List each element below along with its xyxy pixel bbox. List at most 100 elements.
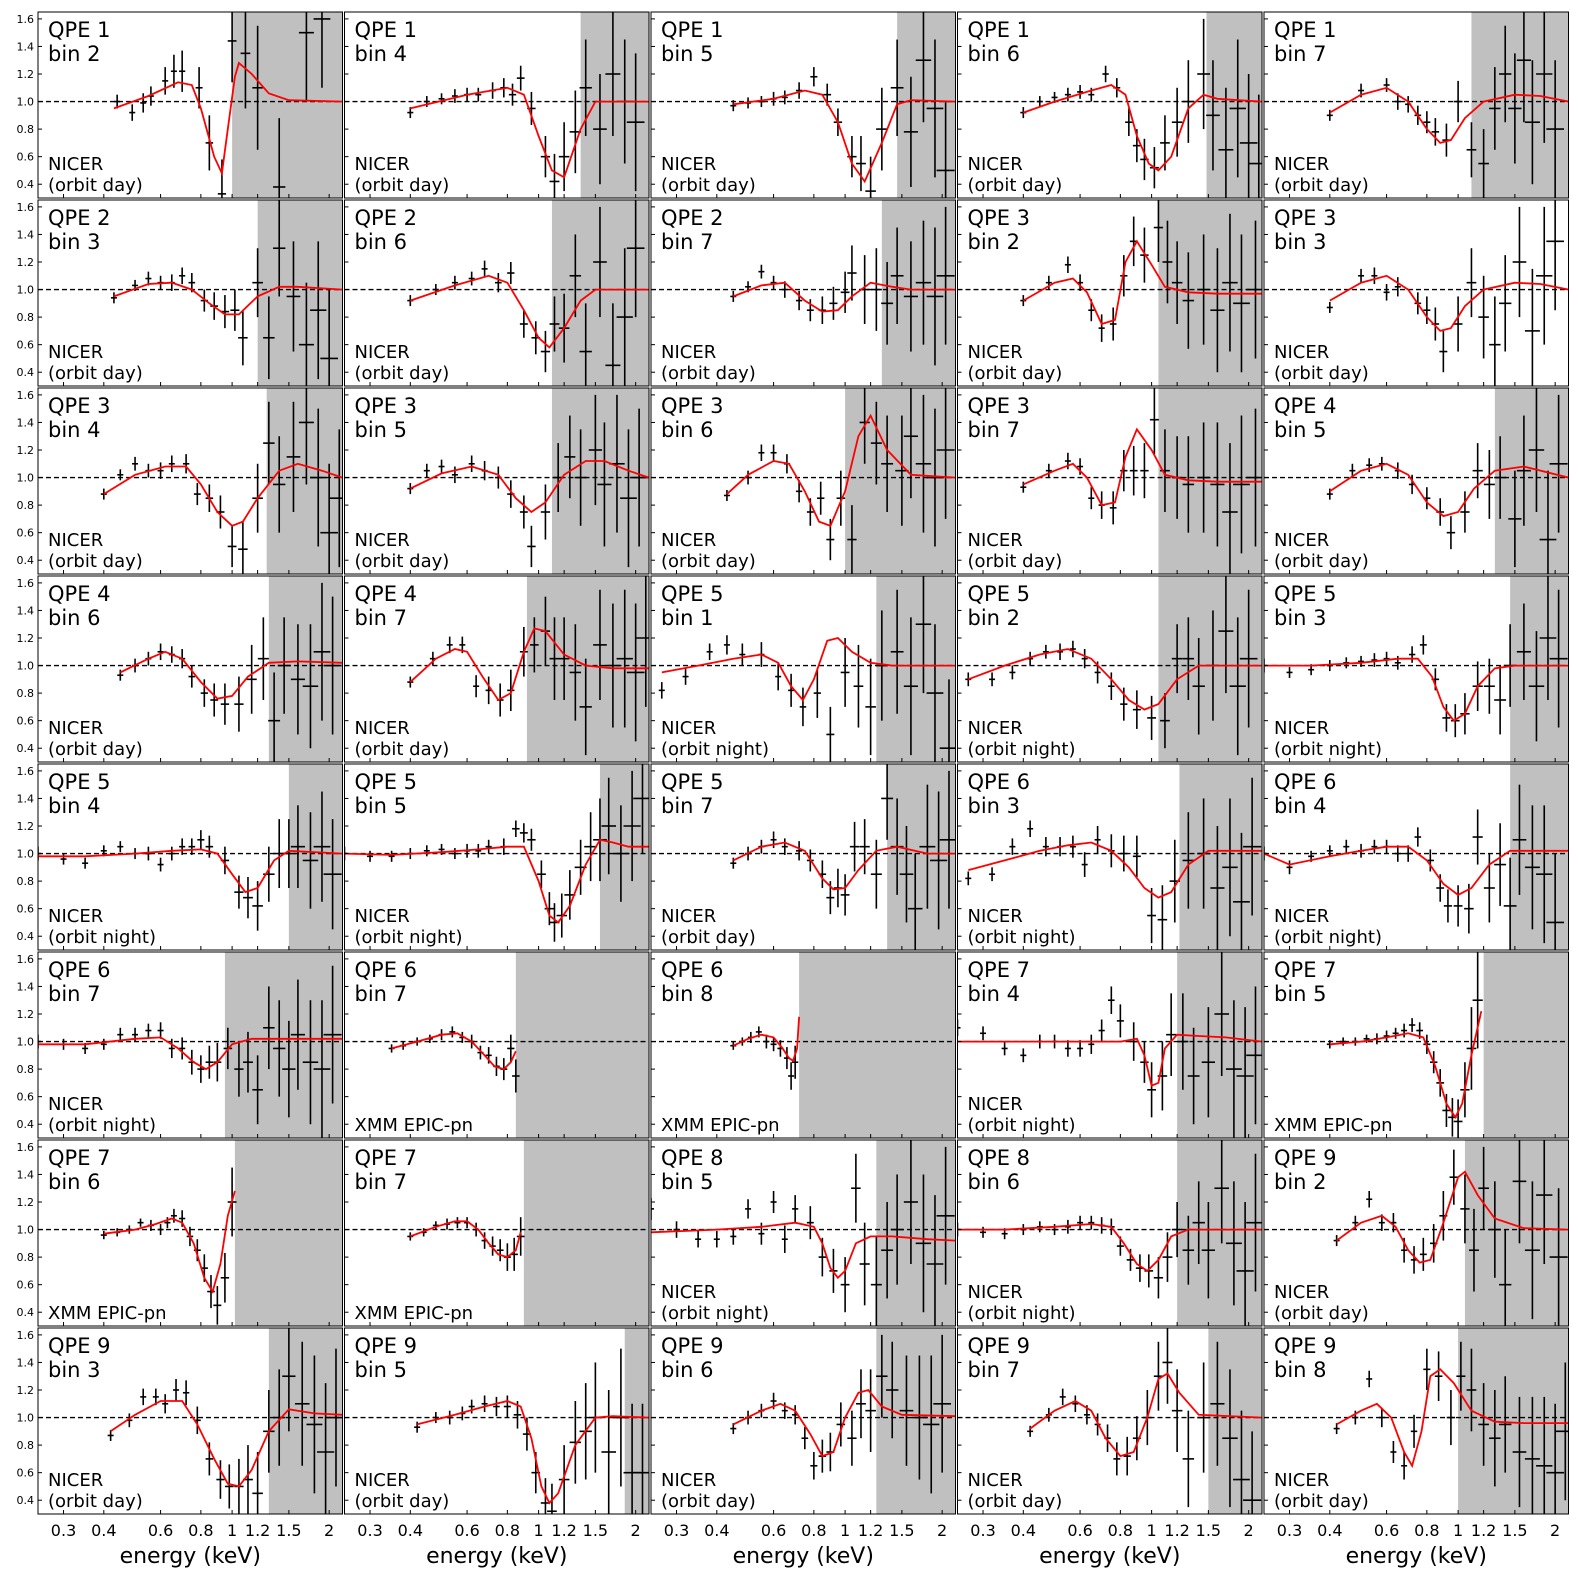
panel-title: QPE 3 bbox=[1274, 206, 1337, 230]
data-point bbox=[1446, 516, 1456, 550]
data-point bbox=[451, 848, 458, 860]
data-point bbox=[1129, 445, 1138, 496]
x-tick-label: 1.5 bbox=[889, 1521, 914, 1540]
data-point bbox=[1503, 857, 1517, 950]
data-point bbox=[1132, 835, 1141, 877]
data-point bbox=[745, 1199, 752, 1219]
x-tick-label: 0.8 bbox=[801, 1521, 826, 1540]
data-point bbox=[1408, 646, 1416, 663]
data-point bbox=[1472, 443, 1483, 499]
panel-frame bbox=[957, 1139, 1263, 1327]
data-point bbox=[558, 617, 570, 700]
panel-title: QPE 1 bbox=[48, 18, 111, 42]
y-tick-label: 0.8 bbox=[17, 687, 35, 700]
data-point bbox=[933, 1334, 951, 1473]
y-tick-label: 0.6 bbox=[17, 903, 35, 916]
data-point bbox=[129, 104, 136, 121]
panel-bin-label: bin 4 bbox=[355, 42, 408, 66]
data-point bbox=[1059, 1388, 1066, 1406]
data-point bbox=[856, 1369, 866, 1439]
data-point bbox=[890, 589, 904, 714]
panel-bin-label: bin 6 bbox=[355, 230, 408, 254]
y-tick-label: 1.6 bbox=[17, 577, 35, 590]
data-point bbox=[569, 1401, 582, 1484]
panel-frame bbox=[650, 1139, 956, 1327]
shaded-region bbox=[1177, 952, 1262, 1138]
data-point bbox=[1539, 470, 1557, 574]
y-tick-label: 0.4 bbox=[17, 178, 35, 191]
data-point bbox=[1072, 1395, 1079, 1413]
instrument-label: NICER bbox=[661, 718, 716, 739]
data-point bbox=[507, 1034, 515, 1063]
panel-title: QPE 2 bbox=[661, 206, 724, 230]
instrument-label: NICER bbox=[661, 1282, 716, 1303]
orbit-label: (orbit day) bbox=[48, 739, 143, 760]
data-point bbox=[1171, 1202, 1183, 1258]
data-point bbox=[516, 65, 525, 91]
panel-bin-label: bin 7 bbox=[661, 230, 714, 254]
data-point bbox=[1229, 617, 1246, 756]
x-tick-label: 1 bbox=[1453, 1521, 1463, 1540]
panel-plot-area bbox=[344, 12, 649, 198]
data-point bbox=[1512, 1396, 1527, 1508]
x-tick-label: 2 bbox=[937, 1521, 947, 1540]
data-point bbox=[936, 1146, 955, 1285]
model-line bbox=[661, 636, 956, 702]
panel-plot-area bbox=[651, 1016, 956, 1090]
x-tick-label: 0.8 bbox=[1414, 1521, 1439, 1540]
data-point bbox=[957, 1019, 961, 1037]
data-point bbox=[1171, 624, 1183, 694]
data-point bbox=[579, 303, 592, 386]
data-point bbox=[1371, 653, 1378, 667]
model-line bbox=[1329, 86, 1569, 144]
shaded-region bbox=[1179, 764, 1262, 950]
panel-title: QPE 9 bbox=[661, 1334, 724, 1358]
data-point bbox=[915, 394, 932, 533]
data-point bbox=[1366, 458, 1373, 473]
data-point bbox=[188, 838, 196, 855]
data-point bbox=[1249, 94, 1262, 198]
data-point bbox=[273, 436, 286, 533]
shaded-region bbox=[234, 1140, 343, 1326]
shaded-region bbox=[515, 952, 649, 1138]
y-tick-label: 1.0 bbox=[17, 472, 35, 485]
data-point bbox=[1077, 85, 1084, 99]
data-point bbox=[881, 262, 894, 345]
data-point bbox=[1366, 1370, 1373, 1388]
instrument-label: NICER bbox=[355, 1470, 410, 1491]
panel-title: QPE 4 bbox=[1274, 394, 1337, 418]
data-point bbox=[1153, 1257, 1164, 1299]
x-tick-label: 0.3 bbox=[51, 1521, 76, 1540]
data-point bbox=[1182, 252, 1195, 349]
x-axis-label: energy (keV) bbox=[733, 1544, 874, 1569]
x-tick-label: 0.6 bbox=[454, 1521, 479, 1540]
data-point bbox=[1410, 1414, 1418, 1448]
data-point bbox=[1210, 422, 1225, 547]
data-point bbox=[290, 979, 305, 1090]
panel-bin-label: bin 5 bbox=[355, 418, 408, 442]
data-point bbox=[915, 576, 932, 694]
y-tick-label: 1.2 bbox=[17, 632, 35, 645]
data-point bbox=[367, 850, 374, 862]
instrument-label: XMM EPIC-pn bbox=[1274, 1115, 1393, 1136]
data-point bbox=[1201, 1007, 1215, 1118]
data-point bbox=[1001, 1041, 1008, 1056]
data-point bbox=[840, 638, 850, 707]
panel-plot-area bbox=[957, 1140, 1262, 1326]
data-point bbox=[1088, 1034, 1095, 1054]
panel-plot-area bbox=[38, 12, 343, 198]
data-point bbox=[1528, 388, 1545, 512]
data-point bbox=[519, 310, 528, 338]
data-point bbox=[157, 462, 164, 479]
data-point bbox=[286, 401, 301, 512]
instrument-label: NICER bbox=[968, 1094, 1023, 1115]
panel-bin-label: bin 5 bbox=[355, 794, 408, 818]
panel-frame bbox=[650, 1327, 956, 1515]
orbit-label: (orbit day) bbox=[661, 1491, 756, 1512]
data-point bbox=[263, 986, 275, 1070]
data-point bbox=[770, 1190, 777, 1214]
